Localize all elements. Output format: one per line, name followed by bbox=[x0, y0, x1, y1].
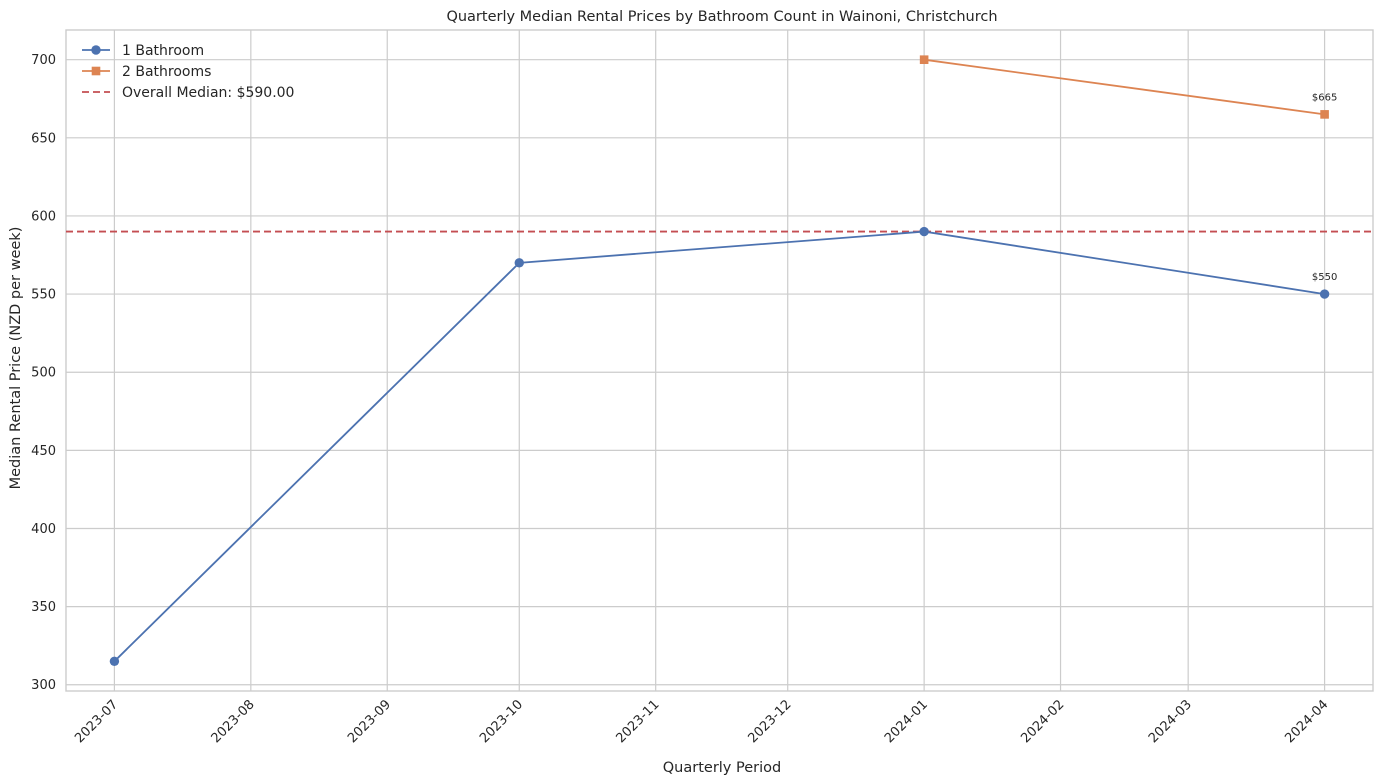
plot-frame bbox=[65, 29, 1374, 692]
series-line-2 bbox=[924, 58, 1325, 116]
y-axis-label: Median Rental Price (NZD per week) bbox=[8, 227, 24, 490]
data-point bbox=[919, 226, 929, 237]
y-tick-label: 300 bbox=[31, 678, 56, 693]
data-point bbox=[109, 656, 120, 667]
y-tick-label: 650 bbox=[31, 131, 56, 146]
x-tick-label: 2024-01 bbox=[882, 697, 931, 746]
data-point bbox=[919, 55, 929, 64]
x-tick-label: 2023-09 bbox=[345, 697, 394, 746]
data-point bbox=[1319, 289, 1330, 299]
legend-label: 2 Bathrooms bbox=[122, 64, 211, 80]
legend-marker bbox=[91, 45, 101, 55]
chart-title: Quarterly Median Rental Prices by Bathro… bbox=[446, 9, 997, 25]
y-tick-label: 550 bbox=[31, 288, 56, 303]
x-tick-label: 2023-11 bbox=[613, 697, 662, 746]
data-label: $665 bbox=[1312, 92, 1337, 103]
x-tick-label: 2023-10 bbox=[477, 697, 526, 746]
y-tick-label: 350 bbox=[31, 600, 56, 615]
data-point bbox=[1320, 110, 1329, 119]
x-tick-label: 2023-08 bbox=[209, 697, 258, 746]
y-tick-label: 500 bbox=[31, 366, 56, 381]
legend-label: 1 Bathroom bbox=[122, 43, 204, 59]
x-tick-label: 2024-04 bbox=[1282, 697, 1331, 746]
plot-background bbox=[66, 30, 1373, 691]
y-tick-label: 700 bbox=[31, 53, 56, 68]
legend-label: Overall Median: $590.00 bbox=[122, 85, 294, 101]
data-label: $550 bbox=[1312, 272, 1337, 283]
y-tick-label: 600 bbox=[31, 209, 56, 224]
x-tick-label: 2024-02 bbox=[1018, 697, 1067, 746]
series-line-1 bbox=[113, 230, 1325, 662]
legend-marker bbox=[91, 66, 101, 76]
x-tick-label: 2024-03 bbox=[1146, 697, 1195, 746]
x-axis-label: Quarterly Period bbox=[663, 760, 781, 776]
y-tick-label: 450 bbox=[31, 444, 56, 459]
x-tick-label: 2023-12 bbox=[746, 697, 795, 746]
data-point bbox=[514, 258, 524, 268]
y-tick-label: 400 bbox=[31, 522, 56, 537]
x-tick-label: 2023-07 bbox=[72, 697, 121, 746]
